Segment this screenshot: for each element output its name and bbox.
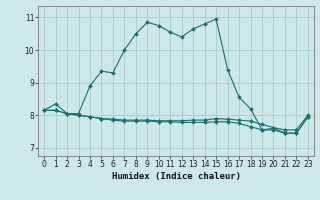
X-axis label: Humidex (Indice chaleur): Humidex (Indice chaleur)	[111, 172, 241, 181]
